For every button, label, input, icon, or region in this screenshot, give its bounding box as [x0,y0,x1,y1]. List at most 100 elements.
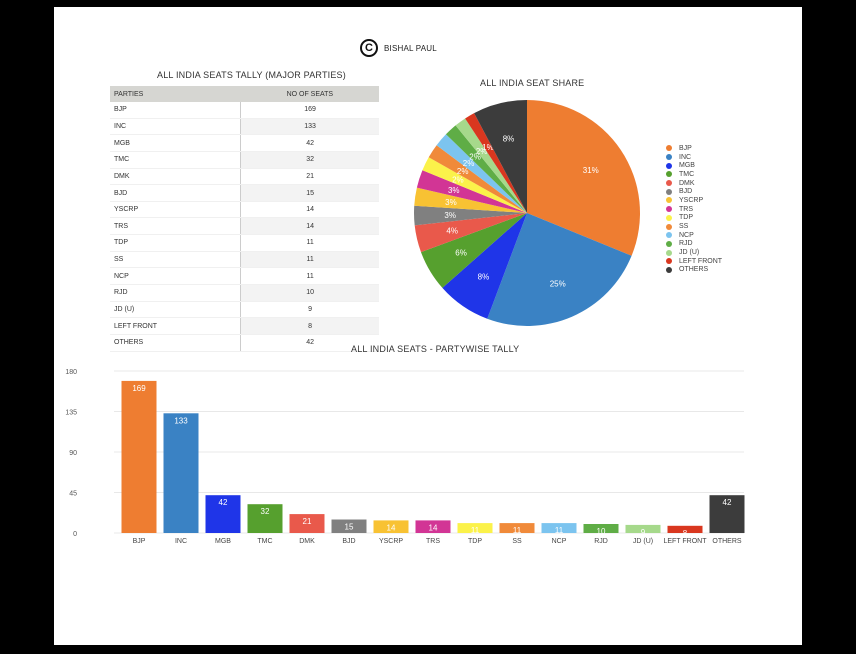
legend-item: OTHERS [666,266,722,275]
x-label: YSCRP [379,538,403,545]
bar-value: 8 [683,529,688,538]
legend-item: BJP [666,144,722,153]
table-row: BJD 15 [110,184,379,202]
bar [541,523,577,533]
party-name: BJD [110,184,241,202]
legend-label: LEFT FRONT [679,257,723,265]
bar [163,413,199,533]
table-row: OTHERS 42 [110,334,379,352]
slice-label: 2% [476,147,488,156]
legend-dot-icon [666,223,672,230]
legend-label: INC [679,153,692,161]
bar [205,495,241,533]
party-name: SS [110,251,241,269]
slice-label: 3% [445,198,457,207]
legend-item: INC [666,153,722,162]
party-name: NCP [110,267,241,286]
header-seats: NO OF SEATS [240,86,379,102]
slice-label: 31% [583,166,599,175]
table-row: DMK 21 [110,168,379,186]
legend-label: OTHERS [679,266,709,274]
slice-label: 6% [455,248,467,257]
table-row: LEFT FRONT 8 [110,317,379,335]
pie-slice [474,100,527,213]
bar-value: 11 [555,526,564,535]
x-label: BJP [133,538,146,545]
pie-slice [527,100,640,256]
slice-label: 8% [478,272,490,281]
bar-value: 14 [387,523,396,532]
legend-item: NCP [666,231,722,240]
pie-chart: 31%25%8%6%4%3%3%3%2%2%2%2%2%1%8% [414,100,640,326]
bar [247,504,283,533]
table-row: TRS 14 [110,217,379,236]
x-label: BJD [342,538,355,545]
bar [499,523,535,533]
bar-value: 14 [429,523,438,532]
legend-item: JD (U) [666,248,722,257]
y-tick: 135 [65,410,77,417]
legend-label: RJD [679,240,693,248]
table-row: TMC 32 [110,151,379,169]
party-name: INC [110,118,241,136]
legend-item: LEFT FRONT [666,257,722,266]
party-name: TMC [110,151,241,169]
x-label: LEFT FRONT [663,538,707,545]
legend-dot-icon [666,266,672,273]
pie-slice [414,187,527,213]
legend-dot-icon [666,206,672,213]
table-row: NCP 11 [110,267,379,286]
bar [289,514,325,533]
seat-count: 8 [240,317,379,335]
party-name: JD (U) [110,301,241,319]
x-label: OTHERS [712,538,742,545]
bar [331,519,367,533]
header-parties: PARTIES [110,86,241,102]
legend-dot-icon [666,214,672,221]
x-label: MGB [215,538,231,545]
pie-slice [445,125,527,213]
pie-slice [414,205,527,226]
bar-title: ALL INDIA SEATS - PARTYWISE TALLY [351,344,520,354]
table-row: RJD 10 [110,284,379,302]
bar [373,520,409,533]
seat-count: 169 [240,102,379,119]
table-title: ALL INDIA SEATS TALLY (MAJOR PARTIES) [157,70,346,80]
legend-item: YSCRP [666,196,722,205]
legend-item: DMK [666,179,722,188]
slice-label: 3% [444,211,456,220]
pie-slice [465,113,527,213]
bar-value: 42 [723,498,732,507]
party-name: YSCRP [110,201,241,219]
seat-count: 133 [240,118,379,136]
seat-count: 14 [240,217,379,236]
credit: C BISHAL PAUL [360,39,437,57]
x-label: NCP [552,538,567,545]
legend-item: MGB [666,161,722,170]
seat-count: 21 [240,168,379,186]
pie-slice [455,118,527,213]
x-label: TMC [257,538,272,545]
bar-value: 10 [597,527,606,536]
table-row: MGB 42 [110,134,379,152]
legend-label: TDP [679,214,693,222]
page: C BISHAL PAUL ALL INDIA SEATS TALLY (MAJ… [54,7,802,645]
legend-dot-icon [666,258,672,265]
bar [709,495,745,533]
legend-dot-icon [666,180,672,187]
seat-count: 32 [240,151,379,169]
legend-label: BJD [679,188,693,196]
pie-slice [442,213,527,319]
legend-label: BJP [679,144,692,152]
legend-item: RJD [666,240,722,249]
bar-value: 32 [261,507,270,516]
bar [415,520,451,533]
x-label: JD (U) [633,538,653,545]
party-name: DMK [110,168,241,186]
legend-item: TRS [666,205,722,214]
legend-dot-icon [666,188,672,195]
legend-label: TMC [679,170,695,178]
y-tick: 0 [73,531,77,538]
seat-count: 15 [240,184,379,202]
legend-item: TDP [666,214,722,223]
